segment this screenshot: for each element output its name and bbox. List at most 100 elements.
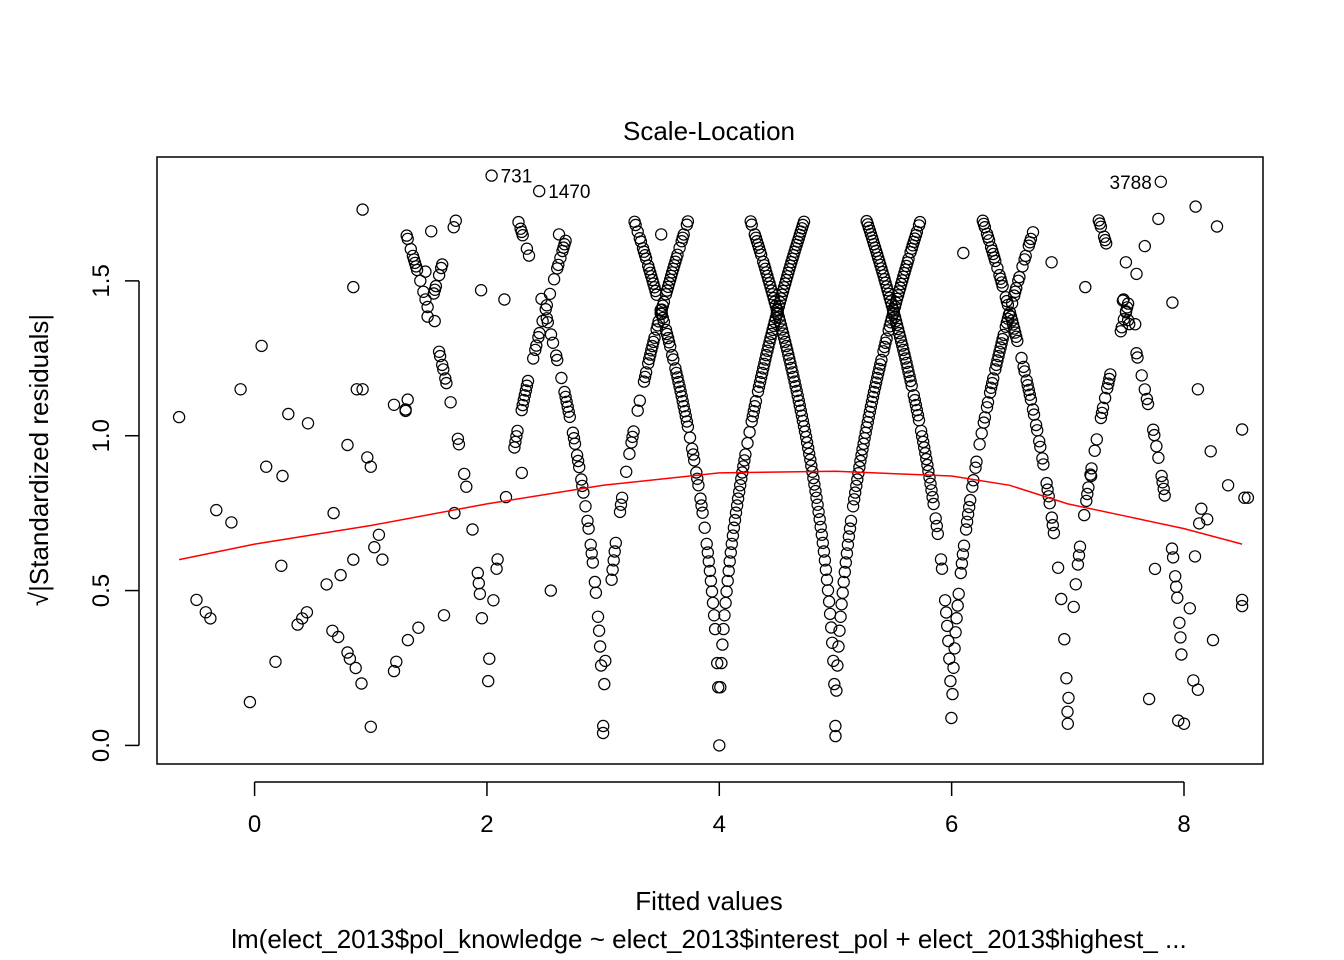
data-point <box>613 505 627 519</box>
data-point <box>204 612 217 625</box>
data-point <box>596 726 610 740</box>
data-point <box>1140 392 1154 406</box>
data-point <box>598 677 611 691</box>
data-point <box>1051 561 1065 574</box>
data-point <box>516 228 529 242</box>
data-point <box>875 353 888 367</box>
data-point <box>585 547 598 560</box>
data-point <box>1099 237 1113 250</box>
data-point <box>830 684 843 697</box>
data-point <box>255 339 268 353</box>
point-label: 731 <box>501 167 533 188</box>
data-point <box>818 554 832 567</box>
data-point <box>1142 692 1156 706</box>
data-point <box>1152 212 1165 226</box>
data-point <box>332 630 345 644</box>
data-point <box>1183 602 1197 615</box>
data-point <box>792 394 806 407</box>
data-point <box>234 383 247 396</box>
data-point <box>981 396 995 409</box>
data-point <box>387 664 401 678</box>
data-point <box>582 522 595 535</box>
data-point <box>757 362 770 375</box>
data-point <box>997 328 1010 342</box>
data-point <box>725 537 739 551</box>
data-point <box>1171 591 1184 604</box>
data-point <box>680 415 694 428</box>
data-point <box>877 345 890 358</box>
data-point <box>554 251 567 265</box>
data-point <box>620 465 633 478</box>
data-point <box>1102 377 1115 390</box>
data-point <box>579 500 592 513</box>
data-point <box>419 265 432 278</box>
data-point <box>687 448 700 461</box>
data-point <box>626 430 639 444</box>
data-point <box>944 674 957 688</box>
data-point <box>589 586 603 599</box>
data-point <box>763 336 776 349</box>
data-point <box>880 332 893 345</box>
data-point <box>639 366 653 379</box>
data-point <box>921 458 934 472</box>
data-point <box>1005 297 1019 310</box>
data-point <box>905 379 918 392</box>
axes: 0 2 4 6 8 0.0 0.5 1.0 1.5 <box>88 264 1191 838</box>
data-point <box>723 555 736 568</box>
data-point <box>810 491 823 504</box>
data-point <box>650 288 663 301</box>
data-point <box>606 563 619 577</box>
data-point <box>1067 600 1080 614</box>
data-point <box>472 577 485 590</box>
data-point <box>864 400 878 413</box>
data-point <box>607 554 620 567</box>
data-point <box>1016 260 1029 273</box>
data-point <box>690 466 703 479</box>
smoother-line-group <box>178 470 1243 561</box>
data-point <box>734 479 747 492</box>
data-point <box>696 506 709 519</box>
data-point <box>657 295 671 309</box>
data-point <box>1026 403 1040 416</box>
y-tick-label: 0.5 <box>88 574 115 607</box>
data-point <box>1080 494 1093 508</box>
data-point <box>934 553 948 566</box>
data-point <box>747 405 761 418</box>
data-point <box>1174 631 1187 644</box>
data-point <box>994 341 1007 354</box>
data-point <box>706 596 720 610</box>
data-point <box>738 454 751 467</box>
data-point <box>920 452 933 466</box>
data-point <box>711 656 724 670</box>
data-point <box>802 441 815 455</box>
data-point <box>941 619 954 633</box>
data-point <box>919 447 932 460</box>
data-point <box>568 437 582 450</box>
data-point <box>675 390 688 403</box>
data-point <box>487 594 500 607</box>
data-point <box>1238 491 1251 504</box>
data-point <box>1188 550 1202 563</box>
data-point <box>681 215 695 228</box>
data-point <box>947 661 960 675</box>
data-point <box>533 326 546 340</box>
data-point <box>260 460 273 473</box>
data-point <box>327 506 340 520</box>
data-point <box>986 376 999 390</box>
data-point <box>451 432 465 445</box>
data-point <box>683 431 697 444</box>
data-point <box>960 515 974 529</box>
data-point <box>1034 440 1047 454</box>
data-point <box>1157 482 1170 496</box>
data-point <box>670 366 683 380</box>
data-point <box>1168 570 1182 583</box>
data-point <box>938 594 952 607</box>
data-point <box>1138 239 1152 253</box>
data-point <box>483 652 496 665</box>
data-point <box>571 454 585 468</box>
x-tick-label: 0 <box>248 811 261 838</box>
data-point <box>952 587 965 601</box>
data-point <box>1021 379 1034 392</box>
data-point <box>614 498 628 511</box>
data-point <box>753 375 767 389</box>
